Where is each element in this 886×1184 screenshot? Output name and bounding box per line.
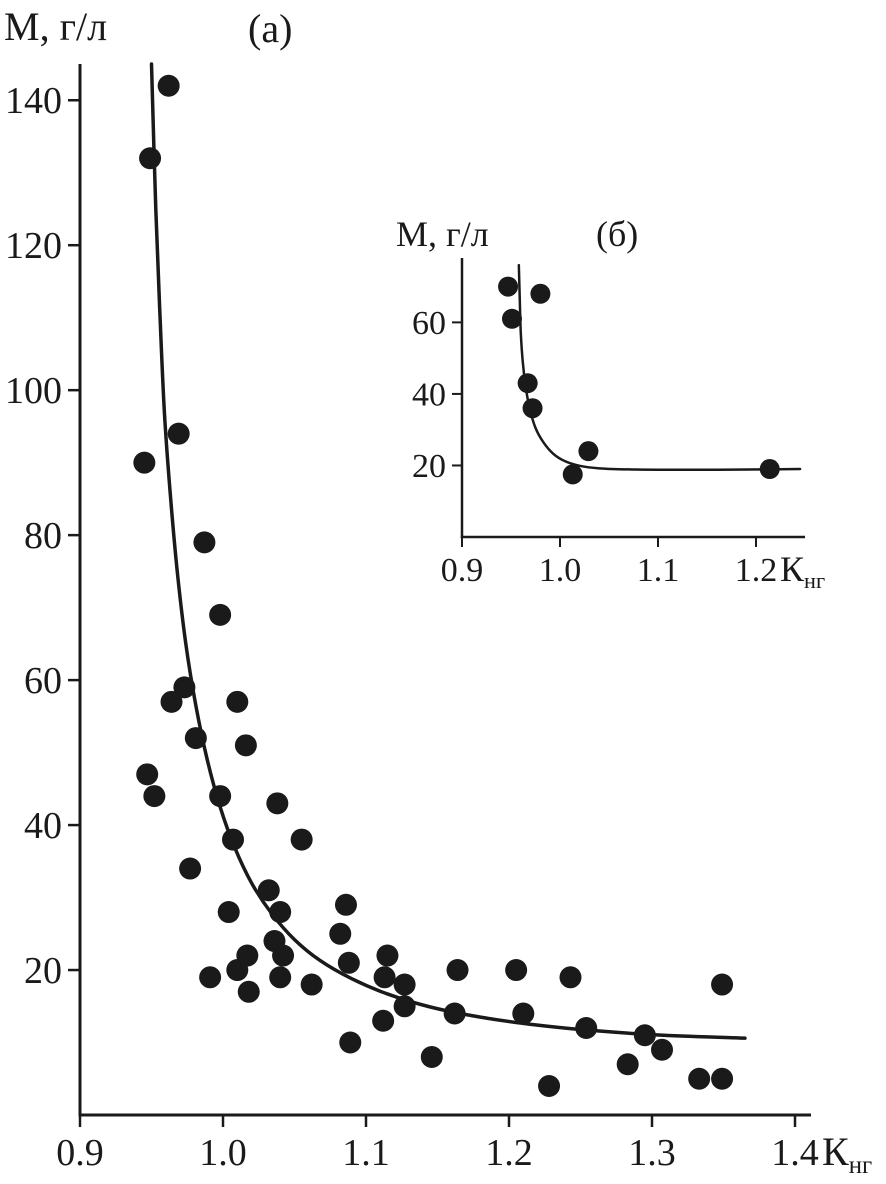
y-tick-label: 80 (24, 515, 62, 557)
x-tick-label: 1.1 (342, 1132, 390, 1174)
panel-label: (а) (248, 6, 292, 51)
chart-inset: 0.9 1.0 1.1 1.2 20 40 60 М, г/л (б) Кнг (396, 214, 825, 593)
data-point (337, 951, 360, 974)
data-point (559, 966, 582, 989)
data-point (136, 763, 159, 786)
data-point (143, 785, 166, 808)
data-point (173, 676, 196, 699)
data-point (300, 973, 323, 996)
data-point (184, 727, 207, 750)
data-point (334, 893, 357, 916)
data-point (420, 1046, 443, 1069)
y-tick-label: 60 (24, 660, 62, 702)
y-tick-label: 20 (24, 950, 62, 992)
x-tick-label: 1.0 (539, 552, 582, 589)
data-point (234, 734, 257, 757)
x-axis-title-subscript: нг (804, 568, 825, 593)
data-point (209, 785, 232, 808)
data-point (373, 966, 396, 989)
data-point (711, 973, 734, 996)
y-axis-title: М, г/л (4, 4, 107, 49)
y-tick-label: 120 (5, 225, 62, 267)
y-axis-title: М, г/л (396, 214, 489, 254)
trend-curve (149, 62, 747, 1040)
data-point (266, 792, 289, 815)
data-point (167, 422, 190, 445)
data-point (160, 690, 183, 713)
data-point (393, 973, 416, 996)
data-point (222, 828, 245, 851)
data-point (578, 441, 599, 462)
data-point (393, 995, 416, 1018)
y-tick-label: 40 (24, 805, 62, 847)
data-point (179, 857, 202, 880)
x-tick-label: 1.0 (199, 1132, 247, 1174)
data-point (272, 944, 295, 967)
data-point (269, 901, 292, 924)
y-tick-label: 100 (5, 370, 62, 412)
panel-label: (б) (596, 214, 638, 254)
data-point (538, 1075, 561, 1098)
chart-main: 0.9 1.0 1.1 1.2 1.3 1.4 20 40 60 80 100 120 140 М, г/… (4, 4, 872, 1179)
y-tick-label: 140 (5, 80, 62, 122)
data-point (688, 1067, 711, 1090)
data-point (711, 1067, 734, 1090)
x-tick-label: 0.9 (56, 1132, 104, 1174)
x-tick-label: 1.2 (485, 1132, 533, 1174)
data-point (562, 464, 583, 485)
data-point (522, 398, 543, 419)
data-point (575, 1017, 598, 1040)
data-point (339, 1031, 362, 1054)
y-tick-label: 20 (412, 448, 446, 485)
data-point (329, 922, 352, 945)
data-point (226, 959, 249, 982)
data-point (498, 276, 519, 297)
data-point (209, 603, 232, 626)
x-axis-title-subscript: нг (849, 1152, 872, 1179)
data-point (290, 828, 313, 851)
data-point (157, 74, 180, 97)
data-point (616, 1053, 639, 1076)
data-point (237, 980, 260, 1003)
data-point (443, 1002, 466, 1025)
data-point (446, 959, 469, 982)
y-tick-label: 60 (412, 305, 446, 342)
data-point (193, 531, 216, 554)
data-point (512, 1002, 535, 1025)
x-tick-label: 1.2 (735, 552, 778, 589)
x-tick-label: 1.4 (771, 1132, 819, 1174)
x-axis-title: Кнг (822, 1129, 872, 1179)
x-tick-label: 0.9 (441, 552, 484, 589)
trend-curve (517, 263, 802, 472)
data-point (759, 459, 780, 480)
data-point (372, 1009, 395, 1032)
x-tick-label: 1.3 (628, 1132, 676, 1174)
data-point (501, 308, 522, 329)
data-point (217, 901, 240, 924)
x-axis-title: Кнг (780, 549, 825, 593)
data-point (530, 283, 551, 304)
data-point (505, 959, 528, 982)
data-point (133, 451, 156, 474)
data-point (139, 147, 162, 170)
data-point (517, 373, 538, 394)
data-point (257, 879, 280, 902)
data-point (199, 966, 222, 989)
y-tick-label: 40 (412, 376, 446, 413)
data-point (226, 690, 249, 713)
data-point (633, 1024, 656, 1047)
x-tick-label: 1.1 (637, 552, 680, 589)
data-point (269, 966, 292, 989)
data-point (376, 944, 399, 967)
data-point (651, 1038, 674, 1061)
